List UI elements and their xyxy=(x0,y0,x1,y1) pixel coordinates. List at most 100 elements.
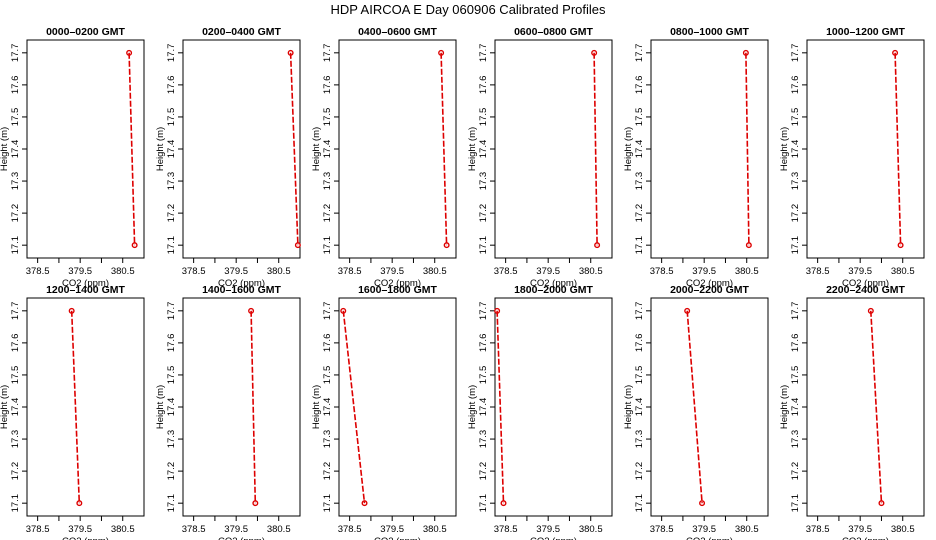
x-tick-label: 380.5 xyxy=(735,266,759,277)
profile-line xyxy=(289,52,299,246)
y-tick-label: 17.7 xyxy=(10,302,21,321)
y-tick-label: 17.2 xyxy=(166,462,177,481)
data-point xyxy=(252,500,259,507)
x-axis-label: CO2 (ppm) xyxy=(62,536,109,540)
x-tick-label: 379.5 xyxy=(848,266,872,277)
panel-title: 1600–1800 GMT xyxy=(358,284,437,296)
data-point xyxy=(340,307,347,314)
y-tick-label: 17.1 xyxy=(478,236,489,255)
y-tick-label: 17.6 xyxy=(634,76,645,95)
y-tick-label: 17.2 xyxy=(790,462,801,481)
y-tick-label: 17.1 xyxy=(10,494,21,513)
x-tick-label: 378.5 xyxy=(182,266,206,277)
y-tick-label: 17.3 xyxy=(790,172,801,191)
x-axis-label: CO2 (ppm) xyxy=(62,278,109,289)
y-tick-label: 17.1 xyxy=(322,236,333,255)
y-tick-label: 17.1 xyxy=(478,494,489,513)
profile-line xyxy=(70,310,81,504)
y-axis-label: Height (m) xyxy=(311,385,322,429)
y-tick-label: 17.2 xyxy=(10,204,21,223)
panel-title: 1400–1600 GMT xyxy=(202,284,281,296)
data-point xyxy=(892,49,899,56)
profile-line xyxy=(593,52,598,246)
y-tick-label: 17.5 xyxy=(322,366,333,385)
plot-frame xyxy=(182,39,301,259)
x-axis-label: CO2 (ppm) xyxy=(218,536,265,540)
data-point xyxy=(294,242,301,249)
panel-title: 2200–2400 GMT xyxy=(826,284,905,296)
profile-line xyxy=(440,52,448,246)
y-tick-label: 17.2 xyxy=(478,204,489,223)
y-tick-label: 17.4 xyxy=(634,140,645,159)
data-point xyxy=(699,500,706,507)
data-point xyxy=(742,49,749,56)
data-point xyxy=(126,49,133,56)
y-tick-label: 17.5 xyxy=(478,108,489,127)
x-tick-label: 380.5 xyxy=(891,266,915,277)
y-tick-label: 17.7 xyxy=(790,44,801,63)
x-axis-label: CO2 (ppm) xyxy=(374,278,421,289)
data-point xyxy=(878,500,885,507)
x-tick-label: 378.5 xyxy=(650,524,674,535)
x-axis-label: CO2 (ppm) xyxy=(842,536,889,540)
panel-title: 0600–0800 GMT xyxy=(514,26,593,38)
y-tick-label: 17.4 xyxy=(10,140,21,159)
data-point xyxy=(867,307,874,314)
data-point xyxy=(443,242,450,249)
y-axis-label: Height (m) xyxy=(623,385,634,429)
y-tick-label: 17.7 xyxy=(166,302,177,321)
y-tick-label: 17.1 xyxy=(790,494,801,513)
panel-title: 0400–0600 GMT xyxy=(358,26,437,38)
panel-title: 0200–0400 GMT xyxy=(202,26,281,38)
y-tick-label: 17.6 xyxy=(10,76,21,95)
data-point xyxy=(494,307,501,314)
y-tick-label: 17.7 xyxy=(478,44,489,63)
y-tick-label: 17.4 xyxy=(322,398,333,417)
y-tick-label: 17.2 xyxy=(790,204,801,223)
x-tick-label: 379.5 xyxy=(380,266,404,277)
y-tick-label: 17.6 xyxy=(166,334,177,353)
x-tick-label: 378.5 xyxy=(494,524,518,535)
y-tick-label: 17.6 xyxy=(634,334,645,353)
y-tick-label: 17.1 xyxy=(634,236,645,255)
y-tick-label: 17.6 xyxy=(478,76,489,95)
y-tick-label: 17.1 xyxy=(166,494,177,513)
y-tick-label: 17.5 xyxy=(10,366,21,385)
profile-line xyxy=(686,310,703,504)
y-tick-label: 17.4 xyxy=(790,398,801,417)
y-tick-label: 17.4 xyxy=(322,140,333,159)
y-axis-label: Height (m) xyxy=(0,385,10,429)
x-tick-label: 379.5 xyxy=(224,266,248,277)
y-tick-label: 17.4 xyxy=(634,398,645,417)
y-tick-label: 17.2 xyxy=(322,204,333,223)
data-point xyxy=(131,242,138,249)
y-axis-label: Height (m) xyxy=(779,385,790,429)
y-tick-label: 17.2 xyxy=(10,462,21,481)
y-tick-label: 17.2 xyxy=(634,462,645,481)
y-tick-label: 17.5 xyxy=(790,108,801,127)
profile-line xyxy=(870,310,883,504)
plot-frame xyxy=(338,39,457,259)
x-tick-label: 378.5 xyxy=(650,266,674,277)
y-tick-label: 17.5 xyxy=(166,108,177,127)
y-tick-label: 17.2 xyxy=(322,462,333,481)
plot-frame xyxy=(806,39,925,259)
y-tick-label: 17.2 xyxy=(478,462,489,481)
x-axis-label: CO2 (ppm) xyxy=(686,536,733,540)
data-point xyxy=(684,307,691,314)
y-tick-label: 17.1 xyxy=(10,236,21,255)
data-point xyxy=(500,500,507,507)
y-tick-label: 17.7 xyxy=(10,44,21,63)
panel-title: 0800–1000 GMT xyxy=(670,26,749,38)
data-point xyxy=(591,49,598,56)
y-tick-label: 17.7 xyxy=(790,302,801,321)
y-tick-label: 17.3 xyxy=(322,430,333,449)
x-tick-label: 380.5 xyxy=(267,266,291,277)
